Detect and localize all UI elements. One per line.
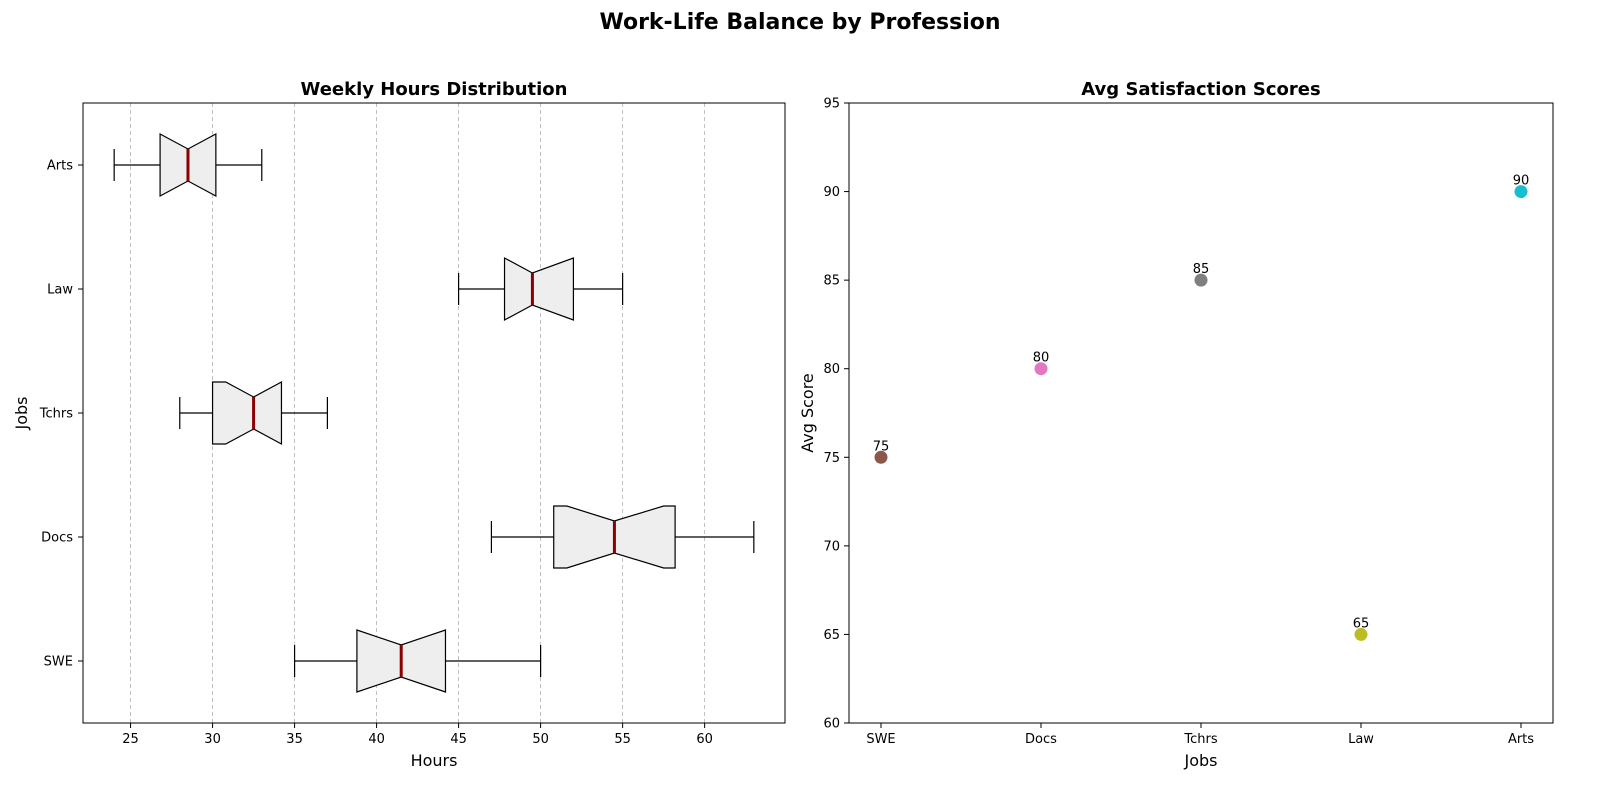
notched-box [211, 380, 283, 446]
y-tick-label: Arts [47, 159, 73, 174]
y-tick-label: 95 [823, 97, 840, 112]
satisfaction-title: Avg Satisfaction Scores [1081, 79, 1320, 100]
satisfaction-x-label: Jobs [1184, 751, 1218, 770]
x-tick-label: Tchrs [1183, 732, 1217, 747]
x-tick-label: Docs [1025, 732, 1057, 747]
satisfaction-chart: Avg Satisfaction Scores 75 80 85 65 90 SWE Do… [798, 79, 1554, 770]
y-tick-label: Tchrs [39, 407, 73, 422]
x-tick-label: 60 [696, 732, 713, 747]
weekly-hours-y-label: Jobs [12, 397, 31, 431]
scatter-point-arts [1514, 185, 1528, 199]
point-value-label: 80 [1033, 351, 1050, 366]
point-value-label: 75 [873, 439, 890, 454]
point-value-label: 65 [1353, 616, 1370, 631]
y-tick-label: SWE [44, 655, 73, 670]
x-tick-label: SWE [866, 732, 895, 747]
weekly-hours-x-label: Hours [411, 751, 458, 770]
x-tick-label: Law [1348, 732, 1374, 747]
scatter-point-swe [874, 450, 888, 464]
y-tick-label: 90 [823, 185, 840, 200]
scatter-point-law [1354, 627, 1368, 641]
point-value-label: 85 [1193, 262, 1210, 277]
y-tick-label: Law [47, 283, 73, 298]
scatter-point-tchrs [1194, 273, 1208, 287]
box-arts [113, 132, 263, 198]
x-tick-label: 45 [450, 732, 467, 747]
weekly-hours-chart: Weekly Hours Distribution 25 30 35 40 45 50 55… [12, 79, 786, 770]
y-tick-label: 70 [823, 539, 840, 554]
scatter-point-docs [1034, 362, 1048, 376]
figure-title: Work-Life Balance by Profession [599, 10, 1001, 35]
weekly-hours-title: Weekly Hours Distribution [300, 79, 567, 100]
x-tick-label: 30 [204, 732, 221, 747]
y-tick-label: 80 [823, 362, 840, 377]
x-tick-label: 55 [614, 732, 631, 747]
box-law [458, 256, 624, 322]
x-tick-label: 40 [368, 732, 385, 747]
notched-box [503, 256, 575, 322]
y-tick-label: 65 [823, 628, 840, 643]
x-tick-label: 50 [532, 732, 549, 747]
x-tick-label: 25 [122, 732, 139, 747]
y-tick-label: 85 [823, 274, 840, 289]
x-tick-label: Arts [1508, 732, 1534, 747]
satisfaction-axes-frame [848, 102, 1554, 724]
satisfaction-y-label: Avg Score [798, 373, 817, 453]
y-tick-label: 75 [823, 451, 840, 466]
x-tick-label: 35 [286, 732, 303, 747]
point-value-label: 90 [1513, 174, 1530, 189]
box-tchrs [179, 380, 328, 446]
y-tick-label: 60 [823, 717, 840, 732]
box-docs [490, 505, 755, 569]
box-swe [293, 629, 542, 693]
y-tick-label: Docs [41, 531, 73, 546]
